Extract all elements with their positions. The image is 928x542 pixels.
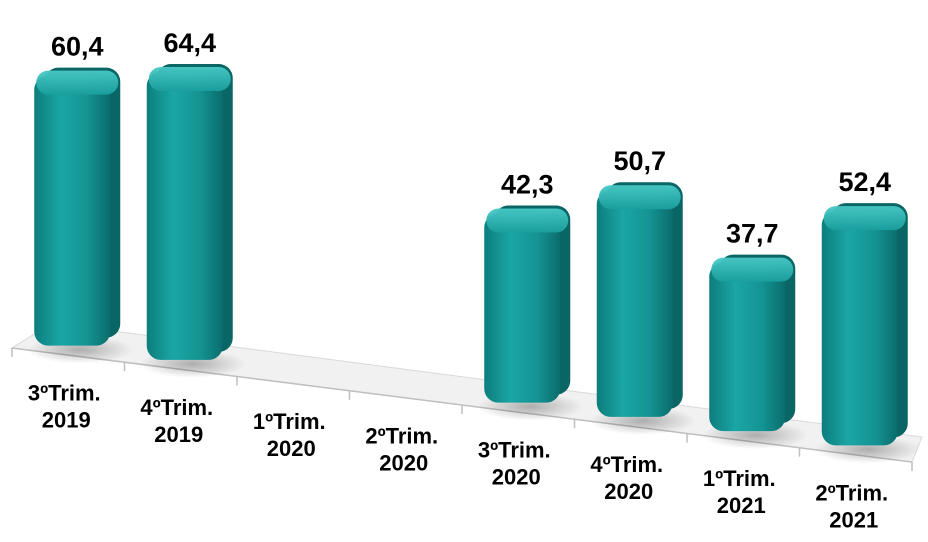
bar-top: [598, 185, 681, 210]
value-labels: 60,4 64,4 42,3 50,7 37,7 52,4: [51, 28, 891, 249]
bar: [146, 72, 223, 360]
bar: [821, 211, 898, 446]
data-label: 50,7: [613, 146, 666, 176]
x-tick-label: 3ºTrim. 2020: [478, 438, 551, 490]
bar: [709, 262, 786, 432]
x-tick-label: 1ºTrim. 2020: [253, 409, 326, 461]
x-tick-label: 4ºTrim. 2019: [140, 395, 213, 447]
data-label: 52,4: [838, 167, 891, 197]
data-label: 64,4: [163, 28, 216, 58]
bar-top: [823, 206, 906, 231]
bars: [27, 64, 921, 464]
data-label: 37,7: [726, 219, 779, 249]
bar-top: [486, 208, 569, 233]
bar: [34, 75, 111, 346]
bar-top: [36, 70, 119, 95]
data-label: 42,3: [501, 170, 554, 200]
x-tick-label: 2ºTrim. 2020: [365, 423, 438, 475]
bar: [596, 190, 673, 417]
bar: [484, 213, 561, 403]
data-label: 60,4: [51, 32, 104, 62]
x-tick-label: 3ºTrim. 2019: [28, 381, 101, 433]
x-tick-label: 4ºTrim. 2020: [590, 452, 663, 504]
category-labels: 3ºTrim. 2019 4ºTrim. 2019 1ºTrim. 2020 2ºTrim.…: [28, 381, 888, 533]
x-tick-label: 2ºTrim. 2021: [815, 480, 888, 532]
x-tick-label: 1ºTrim. 2021: [703, 466, 776, 518]
bar-top: [711, 257, 794, 282]
bar-top: [148, 67, 231, 92]
